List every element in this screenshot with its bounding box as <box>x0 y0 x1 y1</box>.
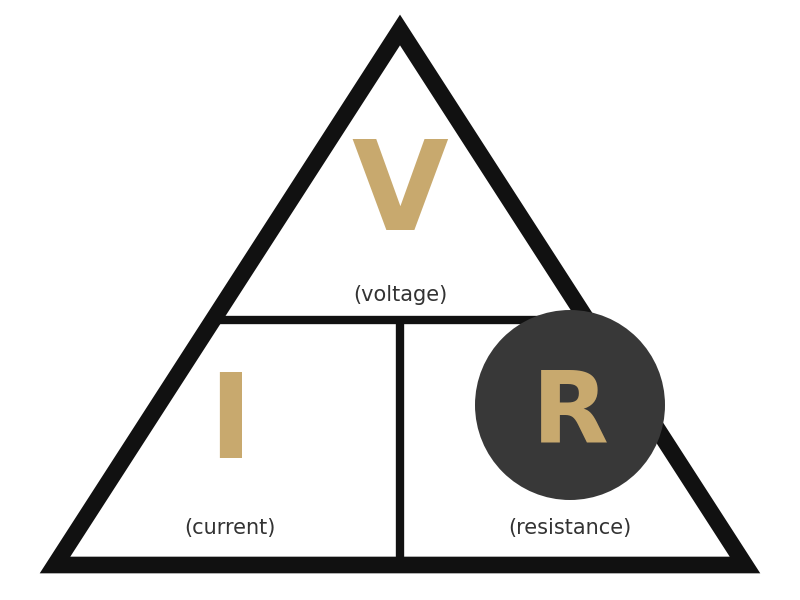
Text: (current): (current) <box>184 518 276 538</box>
Text: (voltage): (voltage) <box>353 285 447 305</box>
Text: (resistance): (resistance) <box>508 518 632 538</box>
Text: V: V <box>352 134 448 256</box>
Ellipse shape <box>475 310 665 500</box>
Polygon shape <box>55 30 745 565</box>
Text: I: I <box>208 367 252 482</box>
Text: R: R <box>531 367 609 463</box>
